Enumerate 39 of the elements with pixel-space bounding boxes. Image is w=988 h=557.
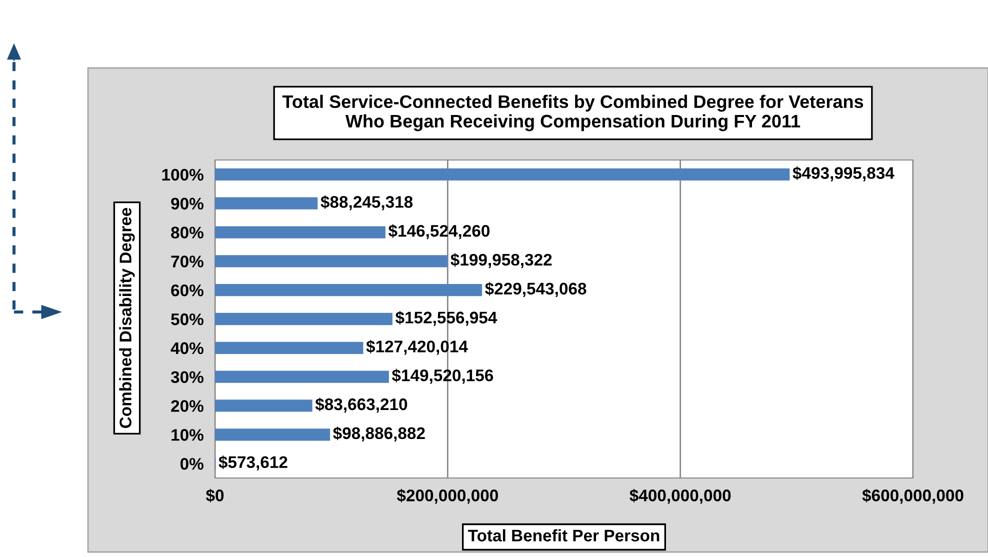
bar: [215, 370, 389, 383]
y-tick-label: 90%: [171, 198, 204, 210]
bar: [215, 312, 392, 326]
bar: [215, 284, 482, 296]
bar: [215, 400, 312, 412]
data-label: $127,420,014: [366, 340, 468, 355]
bar: [215, 197, 318, 210]
bar: [215, 226, 386, 238]
data-label: $152,556,954: [395, 310, 498, 326]
data-label: $573,612: [218, 455, 288, 470]
chart-title: Total Service-Connected Benefits by Combined Degree for Veterans Who Began Receiving Compensation During FY 2011: [282, 94, 864, 132]
x-tick-label: $0: [206, 488, 224, 502]
y-tick-label: 20%: [171, 400, 204, 412]
data-label: $229,543,068: [485, 282, 586, 297]
y-tick-label: 30%: [170, 371, 204, 384]
data-label: $98,886,882: [333, 426, 425, 442]
y-tick-label: 100%: [162, 168, 204, 181]
y-tick-label: 50%: [171, 313, 204, 326]
data-label: $88,245,318: [320, 195, 413, 210]
bar: [215, 342, 364, 354]
y-tick-label: 70%: [171, 256, 204, 268]
data-label: $199,958,322: [450, 253, 552, 268]
bar: [215, 168, 790, 181]
x-tick-label: $200,000,000: [396, 488, 498, 504]
x-axis-title: Total Benefit Per Person: [468, 529, 660, 542]
y-tick-label: 40%: [170, 342, 204, 354]
bar: [215, 428, 330, 441]
data-label: $146,524,260: [388, 224, 490, 240]
y-tick-label: 80%: [171, 226, 204, 238]
y-tick-label: 0%: [180, 458, 204, 470]
bar: [215, 255, 448, 268]
data-label: $83,663,210: [315, 398, 408, 413]
y-tick-label: 60%: [171, 284, 204, 296]
data-label: $493,995,834: [792, 166, 894, 182]
y-tick-label: 10%: [172, 429, 204, 441]
y-axis-title: Combined Disability Degree: [119, 208, 135, 428]
x-tick-label: $400,000,000: [630, 488, 731, 504]
x-tick-label: $600,000,000: [862, 488, 964, 504]
data-label: $149,520,156: [392, 368, 494, 384]
